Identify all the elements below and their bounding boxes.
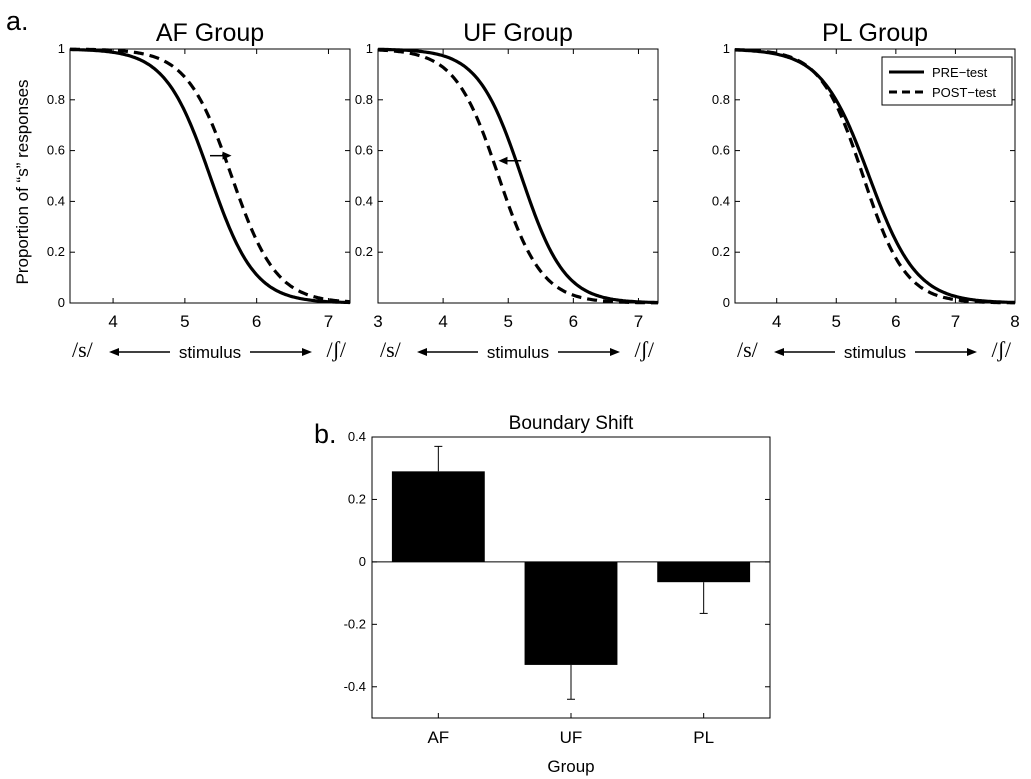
x-tick-label: 7: [324, 312, 333, 331]
chart-title: PL Group: [822, 19, 928, 47]
post-test-curve: [734, 48, 1015, 305]
pre-test-curve: [734, 48, 1015, 304]
y-tick-label: 0: [58, 295, 65, 310]
y-tick-label: 0.2: [348, 491, 366, 506]
y-tick-label: 0.4: [712, 193, 730, 208]
legend-entry: PRE−test: [932, 65, 988, 80]
x-category-label: AF: [427, 728, 449, 747]
panel-b-label: b.: [314, 419, 337, 449]
pre-test-curve: [377, 47, 658, 305]
y-tick-label: 0.2: [355, 244, 373, 259]
panel-a-label: a.: [6, 6, 29, 36]
pre-test-curve: [70, 47, 350, 305]
y-tick-label: 0: [723, 295, 730, 310]
x-tick-label: 4: [108, 312, 117, 331]
x-tick-label: 5: [832, 312, 841, 331]
bar-pl: [657, 561, 751, 583]
x-category-label: UF: [560, 728, 583, 747]
uf-group-panel: UF Group 0.2 0.4 0.6 0.8 1 3 4 5 6 7/s/stimulus/ʃ/: [355, 19, 659, 362]
x-tick-label: 7: [951, 312, 960, 331]
x-tick-label: 8: [1010, 312, 1019, 331]
x-tick-label: 6: [569, 312, 578, 331]
stimulus-right-phoneme: /ʃ/: [326, 337, 346, 362]
shift-arrowhead: [222, 151, 232, 160]
legend-entry: POST−test: [932, 85, 996, 100]
stimulus-right-phoneme: /ʃ/: [634, 337, 654, 362]
axes-frame: [377, 48, 659, 304]
stimulus-left-arrowhead: [417, 348, 427, 356]
y-tick-label: 0.6: [47, 143, 65, 158]
stimulus-right-arrowhead: [610, 348, 620, 356]
chart-title: UF Group: [463, 19, 573, 47]
post-test-curve: [378, 48, 658, 305]
bar-af: [391, 471, 485, 562]
y-tick-label: -0.4: [344, 679, 366, 694]
y-tick-label: 1: [723, 41, 730, 56]
pl-group-panel: PL Group 0 0.2 0.4 0.6 0.8 1 4 5 6 7 8 PRE−test POST−…: [712, 19, 1020, 362]
shift-arrowhead: [498, 156, 508, 165]
x-tick-label: 7: [634, 312, 643, 331]
y-tick-label: 0.8: [712, 92, 730, 107]
y-tick-label: 0.8: [47, 92, 65, 107]
y-tick-label: 0.6: [355, 143, 373, 158]
stimulus-left-phoneme: /s/: [380, 337, 402, 362]
y-tick-label: 0.6: [712, 143, 730, 158]
stimulus-right-phoneme: /ʃ/: [991, 337, 1011, 362]
axes-frame: [69, 48, 351, 304]
y-tick-label: 1: [58, 41, 65, 56]
stimulus-right-arrowhead: [967, 348, 977, 356]
stimulus-left-phoneme: /s/: [737, 337, 759, 362]
y-tick-label: 0.4: [47, 193, 65, 208]
y-tick-label: -0.2: [344, 616, 366, 631]
x-tick-label: 5: [503, 312, 512, 331]
y-tick-label: 0: [359, 554, 366, 569]
stimulus-left-phoneme: /s/: [72, 337, 94, 362]
stimulus-label: stimulus: [844, 343, 906, 362]
y-tick-label: 0.4: [348, 429, 366, 444]
x-axis-label: Group: [547, 757, 594, 776]
x-category-label: PL: [693, 728, 714, 747]
x-tick-label: 6: [891, 312, 900, 331]
chart-title: Boundary Shift: [509, 413, 634, 434]
axes-frame: [734, 48, 1016, 304]
x-tick-label: 4: [438, 312, 447, 331]
axes-frame: [371, 436, 771, 719]
x-tick-label: 4: [772, 312, 781, 331]
post-test-curve: [70, 47, 351, 304]
stimulus-left-arrowhead: [774, 348, 784, 356]
bar-uf: [524, 561, 618, 665]
stimulus-label: stimulus: [179, 343, 241, 362]
x-tick-label: 3: [373, 312, 382, 331]
x-tick-label: 5: [180, 312, 189, 331]
af-group-panel: AF Group 0 0.2 0.4 0.6 0.8 1 4 5 6 7/s/stimulus/ʃ/: [47, 19, 351, 362]
y-tick-label: 0.4: [355, 193, 373, 208]
x-tick-label: 6: [252, 312, 261, 331]
legend-box: [881, 56, 1013, 106]
stimulus-left-arrowhead: [109, 348, 119, 356]
y-tick-label: 0.2: [47, 244, 65, 259]
shared-y-axis-label: Proportion of “s” responses: [13, 79, 32, 284]
y-tick-label: 0.2: [712, 244, 730, 259]
chart-title: AF Group: [156, 19, 264, 47]
stimulus-right-arrowhead: [302, 348, 312, 356]
boundary-shift-panel: Boundary Shift AF UF PL -0.4 -0.2 0 0.2 0.4 Group: [344, 413, 771, 776]
stimulus-label: stimulus: [487, 343, 549, 362]
y-tick-label: 1: [366, 41, 373, 56]
y-tick-label: 0.8: [355, 92, 373, 107]
